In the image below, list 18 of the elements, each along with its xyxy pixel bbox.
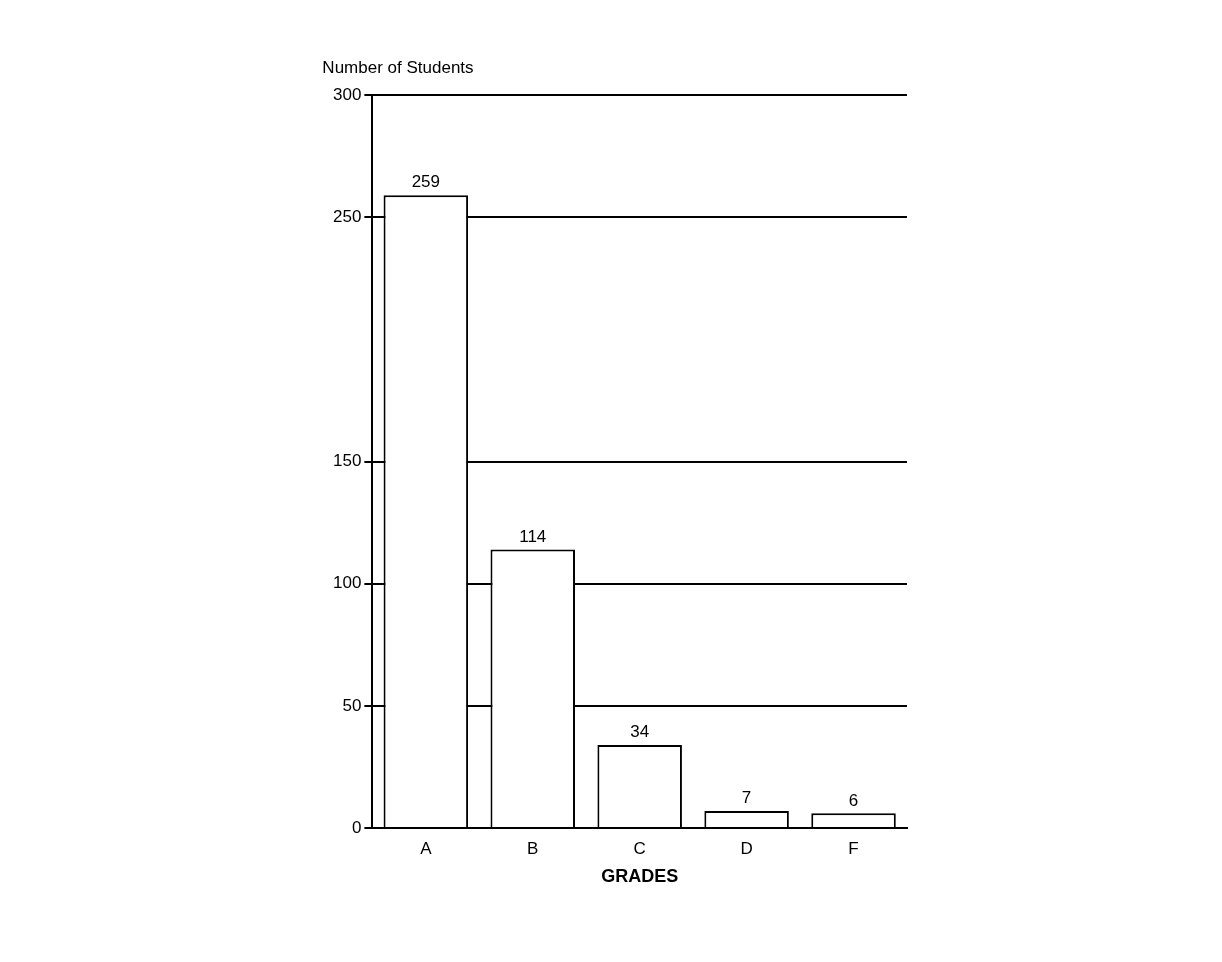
y-tick-label: 150: [332, 451, 362, 471]
x-tick-label: D: [740, 838, 753, 858]
x-tick-label: B: [527, 838, 539, 858]
x-tick-label: A: [420, 838, 433, 858]
y-tick-label: 250: [332, 206, 362, 226]
y-tick-label: 300: [332, 84, 362, 104]
data-label: 6: [848, 790, 859, 810]
y-tick-label: 50: [342, 695, 362, 715]
data-label: 114: [519, 526, 547, 546]
y-tick-label: 0: [351, 817, 362, 837]
data-label: 34: [630, 722, 650, 742]
x-tick-label: F: [848, 838, 859, 858]
x-tick-label: C: [633, 838, 646, 858]
data-label: 7: [741, 788, 752, 808]
y-tick-label: 100: [332, 573, 362, 593]
y-axis-title: Number of Students: [322, 58, 474, 78]
x-axis-title: GRADES: [601, 866, 679, 887]
data-label: 259: [411, 172, 441, 192]
